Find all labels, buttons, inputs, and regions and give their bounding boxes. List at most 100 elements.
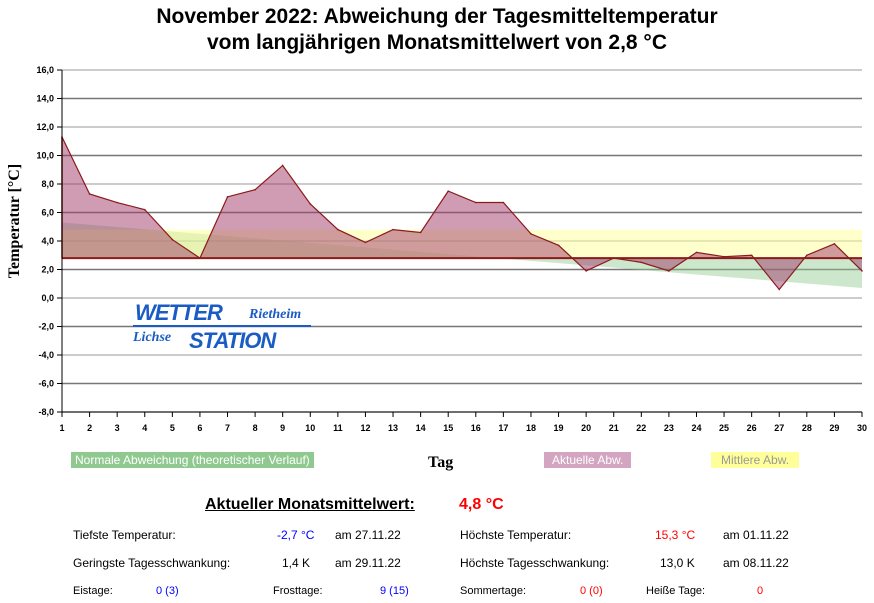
hot-days-label: Heiße Tage: [646, 585, 706, 597]
data-point [419, 231, 422, 234]
y-tick-label: 16,0 [36, 65, 54, 75]
data-point [861, 270, 863, 272]
min-range-date: am 29.11.22 [335, 556, 401, 570]
x-tick-label: 23 [664, 423, 674, 433]
data-point [171, 238, 174, 241]
x-tick-label: 1 [59, 423, 64, 433]
x-tick-label: 26 [747, 423, 757, 433]
data-point [474, 201, 477, 204]
y-tick-label: 6,0 [41, 208, 54, 218]
x-tick-label: 4 [142, 423, 147, 433]
max-temp-label: Höchste Temperatur: [460, 528, 572, 542]
x-tick-label: 21 [609, 423, 619, 433]
y-tick-label: 2,0 [41, 265, 54, 275]
x-axis-label: Tag [428, 454, 454, 471]
x-tick-label: 2 [87, 423, 92, 433]
x-tick-label: 27 [774, 423, 784, 433]
summer-days-label: Sommertage: [460, 585, 527, 597]
data-point [337, 228, 339, 231]
x-tick-label: 20 [581, 423, 591, 433]
logo-wetter: WETTER [135, 300, 223, 325]
data-point [833, 243, 836, 245]
legend-mean: Mittlere Abw. [711, 452, 800, 468]
y-tick-label: 10,0 [36, 151, 54, 161]
x-tick-label: 3 [115, 423, 120, 433]
data-point [723, 255, 725, 258]
y-axis-label: Temperatur [°C] [6, 163, 23, 279]
x-tick-label: 5 [170, 423, 175, 433]
data-point [447, 190, 450, 192]
data-point [392, 228, 394, 231]
chart-title: November 2022: Abweichung der Tagesmitte… [0, 4, 874, 56]
data-point [750, 254, 753, 257]
logo-rietheim: Rietheim [249, 307, 302, 322]
frost-days-value: 9 (15) [380, 585, 409, 597]
data-point [364, 241, 367, 244]
y-tick-label: 12,0 [36, 122, 54, 132]
x-tick-label: 8 [253, 423, 258, 433]
y-tick-label: 0,0 [41, 293, 54, 303]
x-tick-label: 10 [305, 423, 315, 433]
min-range-value: 1,4 K [282, 556, 311, 570]
data-point [778, 288, 781, 291]
x-tick-label: 7 [225, 423, 230, 433]
logo-divider [133, 325, 311, 327]
max-range-label: Höchste Tagesschwankung: [460, 556, 610, 570]
logo-lichse: Lichse [133, 330, 172, 345]
min-temp-label: Tiefste Temperatur: [73, 528, 176, 542]
x-tick-label: 22 [636, 423, 646, 433]
monthly-mean-value: 4,8 °C [459, 496, 504, 513]
x-tick-label: 24 [691, 423, 701, 433]
x-tick-label: 30 [857, 423, 867, 433]
data-point [309, 203, 312, 205]
x-tick-label: 29 [829, 423, 839, 433]
x-tick-label: 12 [360, 423, 370, 433]
ice-days-label: Eistage: [73, 585, 113, 597]
y-tick-label: 14,0 [36, 94, 54, 104]
data-point [695, 251, 698, 254]
logo: WETTER Rietheim Lichse STATION [133, 300, 313, 354]
frost-days-label: Frosttage: [273, 585, 323, 597]
x-tick-label: 16 [471, 423, 481, 433]
data-point [226, 196, 229, 198]
hot-days-value: 0 [757, 585, 764, 597]
data-point [254, 188, 256, 191]
x-tick-label: 28 [802, 423, 812, 433]
logo-station: STATION [189, 328, 276, 353]
min-range-label: Geringste Tagesschwankung: [73, 556, 231, 570]
x-tick-label: 9 [280, 423, 285, 433]
x-tick-label: 18 [526, 423, 536, 433]
actual-temperature-line [61, 136, 863, 291]
data-point [281, 164, 284, 167]
y-tick-label: 8,0 [41, 179, 54, 189]
y-tick-label: -4,0 [38, 350, 54, 360]
summer-days-value: 0 (0) [580, 585, 603, 597]
legend-normal: Normale Abweichung (theoretischer Verlau… [71, 452, 314, 468]
max-range-value: 13,0 K [660, 556, 695, 570]
x-tick-label: 19 [554, 423, 564, 433]
x-tick-label: 15 [443, 423, 453, 433]
data-point [88, 193, 91, 195]
ice-days-value: 0 (3) [156, 585, 179, 597]
x-tick-label: 17 [498, 423, 508, 433]
data-point [502, 201, 505, 204]
min-temp-date: am 27.11.22 [335, 528, 401, 542]
data-point [557, 244, 560, 247]
legend-actual: Aktuelle Abw. [544, 452, 632, 468]
chart-plot: 16,0 14,0 12,0 10,0 8,0 6,0 4,0 2,0 0,0 -2,0 -4,0 -… [36, 65, 867, 433]
data-point [143, 208, 146, 211]
x-tick-label: 6 [197, 423, 202, 433]
max-temp-value: 15,3 °C [655, 528, 696, 542]
x-tick-label: 11 [333, 423, 343, 433]
title-line-1: November 2022: Abweichung der Tagesmitte… [156, 5, 718, 28]
y-tick-label: -2,0 [38, 322, 54, 332]
y-tick-label: 4,0 [41, 236, 54, 246]
data-point [116, 201, 118, 204]
data-point [640, 261, 643, 264]
x-tick-label: 14 [416, 423, 426, 433]
title-line-2: vom langjährigen Monatsmittelwert von 2,… [207, 31, 667, 54]
data-point [806, 254, 808, 257]
max-range-date: am 08.11.22 [723, 556, 789, 570]
min-temp-value: -2,7 °C [277, 528, 315, 542]
data-point [668, 270, 670, 272]
